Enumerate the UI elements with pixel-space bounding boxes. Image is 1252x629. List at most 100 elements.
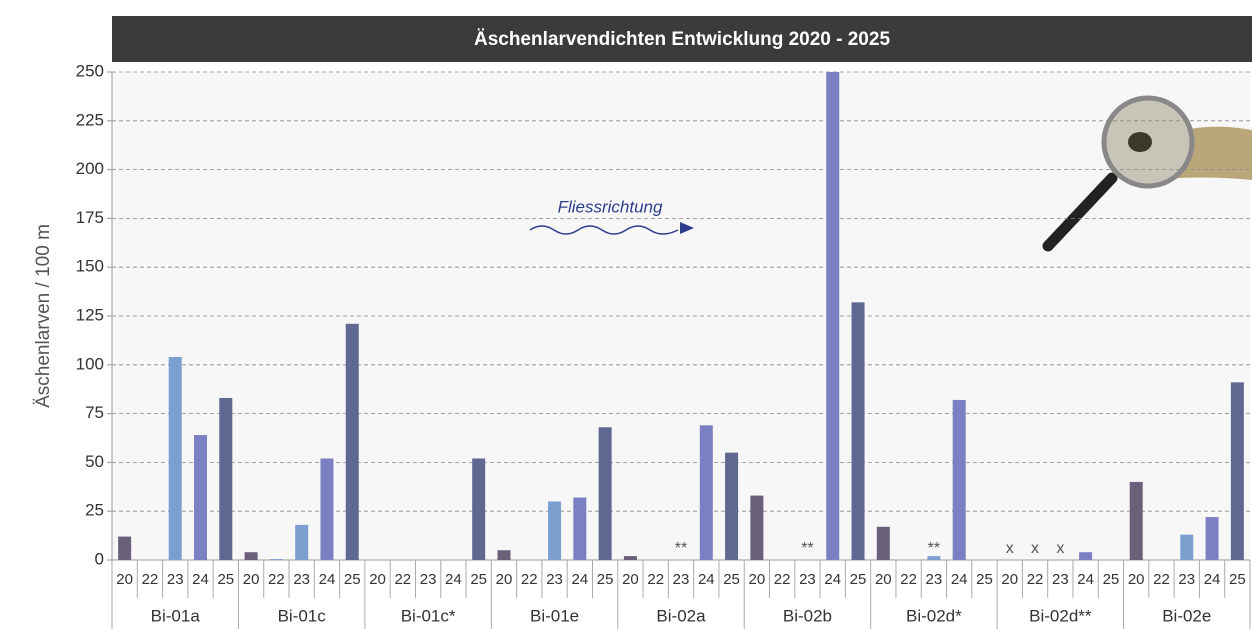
x-tick-label: 24	[951, 571, 968, 588]
x-tick-label: 22	[1153, 571, 1170, 588]
x-tick-label: 23	[926, 571, 943, 588]
x-group-label: Bi-01c*	[401, 606, 456, 625]
bar	[750, 495, 764, 560]
y-tick-label: 100	[76, 354, 104, 373]
bar-note: x	[1031, 540, 1039, 557]
x-tick-label: 20	[749, 571, 766, 588]
x-tick-label: 22	[394, 571, 411, 588]
bar-note: **	[675, 540, 687, 557]
x-tick-label: 20	[622, 571, 639, 588]
x-group-label: Bi-02b	[783, 606, 832, 625]
y-tick-label: 25	[85, 501, 104, 520]
bar-note: **	[801, 540, 813, 557]
bar	[598, 427, 612, 560]
bar	[952, 399, 966, 560]
x-tick-label: 23	[673, 571, 690, 588]
bar	[876, 526, 890, 560]
bar	[472, 458, 486, 560]
x-tick-label: 23	[1178, 571, 1195, 588]
x-tick-label: 20	[1001, 571, 1018, 588]
x-tick-label: 25	[597, 571, 614, 588]
x-tick-label: 20	[116, 571, 133, 588]
bar	[269, 559, 283, 560]
y-tick-label: 225	[76, 110, 104, 129]
x-tick-label: 25	[850, 571, 867, 588]
x-group-label: Bi-01a	[151, 606, 201, 625]
x-tick-label: 24	[192, 571, 209, 588]
x-group-label: Bi-01e	[530, 606, 579, 625]
bar	[194, 435, 208, 560]
y-tick-label: 0	[95, 549, 104, 568]
x-tick-label: 22	[1027, 571, 1044, 588]
x-tick-label: 25	[344, 571, 361, 588]
y-tick-label: 75	[85, 403, 104, 422]
bar	[573, 497, 587, 560]
x-tick-label: 25	[217, 571, 234, 588]
x-tick-label: 22	[521, 571, 538, 588]
bar-note: x	[1006, 540, 1014, 557]
x-tick-label: 25	[1229, 571, 1246, 588]
x-tick-label: 24	[572, 571, 589, 588]
bar	[497, 550, 511, 560]
bar	[548, 501, 562, 560]
x-tick-label: 22	[774, 571, 791, 588]
bar	[219, 397, 233, 560]
x-tick-label: 25	[976, 571, 993, 588]
y-tick-label: 250	[76, 61, 104, 80]
bar	[295, 524, 309, 560]
bar	[927, 556, 941, 560]
x-tick-label: 23	[1052, 571, 1069, 588]
y-axis-label: Äschenlarven / 100 m	[33, 224, 54, 408]
bar	[699, 425, 713, 560]
bar	[320, 458, 334, 560]
bar	[851, 302, 865, 560]
x-tick-label: 20	[496, 571, 513, 588]
x-group-label: Bi-02d*	[906, 606, 962, 625]
bar	[1079, 552, 1093, 560]
bar	[168, 356, 182, 560]
bar	[725, 452, 739, 560]
x-tick-label: 24	[319, 571, 336, 588]
x-tick-label: 22	[900, 571, 917, 588]
bar	[1230, 382, 1244, 560]
magnifier-icon	[1042, 95, 1252, 252]
x-tick-label: 22	[142, 571, 159, 588]
x-tick-label: 20	[243, 571, 260, 588]
x-tick-label: 20	[1128, 571, 1145, 588]
x-tick-label: 24	[1204, 571, 1221, 588]
x-tick-label: 23	[420, 571, 437, 588]
x-tick-label: 23	[293, 571, 310, 588]
x-tick-label: 24	[698, 571, 715, 588]
x-tick-label: 22	[268, 571, 285, 588]
x-tick-label: 24	[1077, 571, 1094, 588]
bar	[1180, 534, 1194, 560]
x-tick-label: 23	[546, 571, 563, 588]
bar	[1129, 481, 1143, 560]
flow-arrow	[529, 225, 679, 235]
x-tick-label: 20	[875, 571, 892, 588]
chart-title: Äschenlarvendichten Entwicklung 2020 - 2…	[474, 29, 890, 50]
bar	[118, 536, 132, 560]
bar-note: **	[928, 540, 940, 557]
x-group-label: Bi-02e	[1162, 606, 1211, 625]
x-tick-label: 24	[445, 571, 462, 588]
x-tick-label: 22	[647, 571, 664, 588]
x-group-label: Bi-01c	[278, 606, 327, 625]
x-tick-label: 25	[723, 571, 740, 588]
flow-annotation: Fliessrichtung	[558, 197, 663, 216]
x-tick-label: 25	[470, 571, 487, 588]
x-group-label: Bi-02d**	[1029, 606, 1092, 625]
y-tick-label: 150	[76, 257, 104, 276]
y-tick-label: 200	[76, 159, 104, 178]
bar	[623, 556, 637, 560]
bar	[826, 72, 840, 560]
bar	[1205, 517, 1219, 560]
x-tick-label: 23	[799, 571, 816, 588]
y-tick-label: 125	[76, 305, 104, 324]
flow-arrowhead	[680, 222, 694, 234]
x-tick-label: 25	[1103, 571, 1120, 588]
bar-note: x	[1056, 540, 1064, 557]
x-tick-label: 23	[167, 571, 184, 588]
x-tick-label: 24	[824, 571, 841, 588]
